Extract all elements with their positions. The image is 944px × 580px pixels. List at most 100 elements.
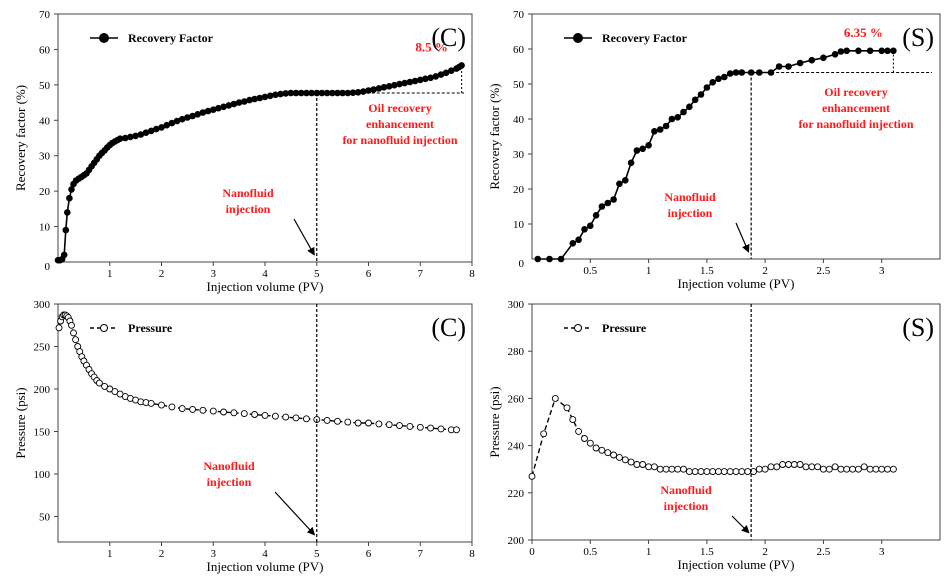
x-tick-label: 1 [646,265,652,277]
injection-text-line: injection [668,206,713,220]
data-point [668,465,676,473]
x-tick-label: 5 [314,548,320,560]
data-point [773,463,781,471]
data-point [302,415,310,423]
data-point [240,410,248,418]
legend-label: Pressure [602,321,647,335]
data-point [738,468,746,476]
data-point [365,419,372,427]
panel-pressure-s: 0 0.5 1 1.5 2 2.5 3 200 220 240 260 280 300 Injection… [487,299,941,572]
origin-tick-label: 0 [519,258,525,270]
x-tick-label: 1 [107,548,113,560]
injection-text-line: injection [226,202,271,216]
x-tick-label: 2 [762,546,768,558]
data-point [323,416,331,424]
x-tick-label: 1 [646,546,652,558]
data-point [95,379,103,387]
y-axis-title: Pressure (psi) [13,387,28,458]
data-point [375,420,383,428]
x-tick-label: 7 [418,548,424,560]
data-point [230,409,238,417]
data-point [66,194,73,202]
data-point [385,421,393,429]
enhancement-text-line: for nanofluid injection [798,117,913,131]
y-tick-label: 30 [39,151,51,163]
x-tick-label: 3 [211,268,217,280]
data-point [890,47,897,55]
y-tick-label: 240 [508,441,525,453]
data-point [872,465,880,473]
enhancement-value: 8.5 % [415,39,448,54]
data-point [70,329,77,337]
data-point [334,417,341,425]
y-tick-label: 40 [39,115,51,127]
data-point [866,47,874,55]
data-point [814,463,822,471]
data-point [627,458,635,466]
injection-arrow [293,218,315,256]
legend-marker [574,324,582,332]
origin-tick-label: 0 [45,261,51,273]
data-point [610,451,618,459]
data-point [586,222,594,230]
data-point [650,463,658,471]
x-tick-label: 6 [366,548,372,560]
legend-marker [99,33,109,43]
data-point [866,465,874,473]
data-point [849,465,857,473]
data-point [808,56,816,64]
data-point [639,461,647,468]
data-point [656,126,664,133]
data-point [691,468,699,476]
panel-label: (C) [431,313,466,342]
legend-label: Recovery Factor [128,31,214,45]
data-point [633,147,641,154]
data-point [775,63,783,70]
y-tick-label: 200 [34,384,51,396]
data-point [785,63,792,70]
enhancement-text-line: for nanofluid injection [342,133,457,147]
data-point [802,463,810,471]
panel-label: (C) [431,23,466,52]
series-line [58,314,457,431]
data-point [767,463,775,471]
x-tick-label: 3 [879,546,885,558]
data-point [55,324,63,332]
injection-arrow [731,515,750,534]
data-point [621,456,629,464]
x-tick-label: 8 [469,548,475,560]
data-point [251,411,259,418]
data-point [651,128,658,135]
enhancement-text-line: enhancement [366,117,434,131]
data-point [686,103,693,111]
data-point [528,472,536,480]
y-tick-label: 60 [513,44,525,56]
data-point [64,209,71,216]
y-axis-title: Pressure (psi) [487,386,502,457]
data-point [416,423,424,431]
data-point [563,404,571,412]
data-point [680,108,687,116]
y-tick-label: 30 [513,149,525,161]
data-point [60,251,68,259]
data-point [854,465,862,473]
x-tick-label: 2 [159,268,165,280]
y-axis-title: Recovery factor (%) [487,83,502,189]
data-point [72,336,80,344]
plot-frame [531,13,941,260]
x-tick-label: 3 [879,265,885,277]
data-point [598,446,606,454]
y-tick-label: 150 [34,427,51,439]
x-tick-label: 0.5 [583,546,597,558]
y-tick-label: 50 [513,79,525,91]
x-tick-label: 2 [762,265,768,277]
data-point [796,59,804,67]
data-point [557,255,565,263]
injection-arrow [735,222,750,253]
x-tick-label: 0.5 [583,265,597,277]
y-tick-label: 20 [513,184,525,196]
enhancement-text-line: Oil recovery [824,85,887,99]
data-point [292,414,300,422]
data-point [453,426,460,434]
